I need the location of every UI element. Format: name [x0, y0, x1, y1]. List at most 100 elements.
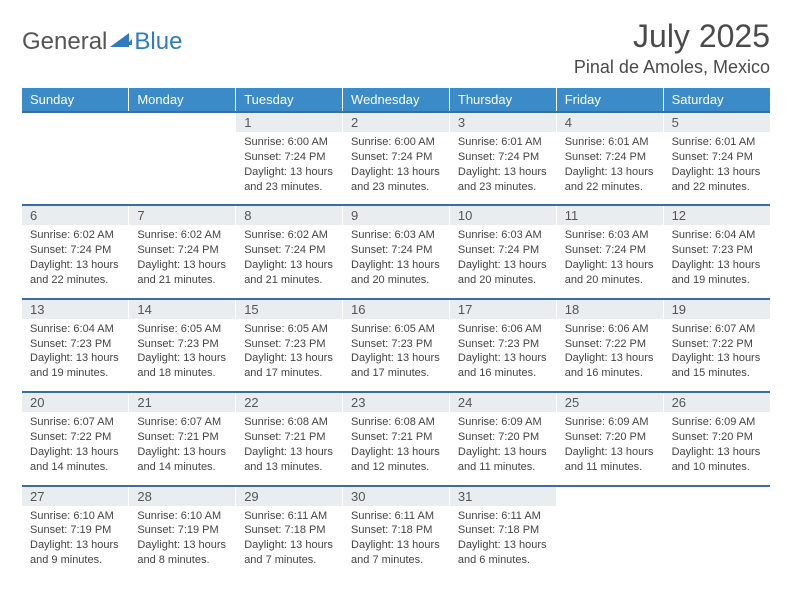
day-number-cell: 30 — [343, 486, 450, 506]
daylight-text-1: Daylight: 13 hours — [565, 351, 655, 366]
daylight-text-1: Daylight: 13 hours — [30, 258, 120, 273]
daylight-text-1: Daylight: 13 hours — [351, 351, 441, 366]
daylight-text-1: Daylight: 13 hours — [458, 445, 548, 460]
sunrise-text: Sunrise: 6:06 AM — [565, 322, 655, 337]
day-number-row: 13141516171819 — [22, 299, 770, 319]
sunset-text: Sunset: 7:24 PM — [244, 150, 334, 165]
daylight-text-1: Daylight: 13 hours — [351, 165, 441, 180]
daylight-text-2: and 15 minutes. — [672, 366, 762, 381]
daylight-text-1: Daylight: 13 hours — [672, 351, 762, 366]
calendar-table: SundayMondayTuesdayWednesdayThursdayFrid… — [22, 88, 770, 578]
sunset-text: Sunset: 7:23 PM — [351, 337, 441, 352]
day-content-cell: Sunrise: 6:09 AMSunset: 7:20 PMDaylight:… — [449, 412, 556, 485]
sunset-text: Sunset: 7:23 PM — [244, 337, 334, 352]
day-number-cell: 28 — [129, 486, 236, 506]
daylight-text-1: Daylight: 13 hours — [458, 351, 548, 366]
day-content-cell: Sunrise: 6:05 AMSunset: 7:23 PMDaylight:… — [343, 319, 450, 392]
weekday-header: Saturday — [663, 88, 770, 112]
day-number-cell: 19 — [663, 299, 770, 319]
day-number-row: 20212223242526 — [22, 392, 770, 412]
day-content-row: Sunrise: 6:02 AMSunset: 7:24 PMDaylight:… — [22, 225, 770, 298]
daylight-text-2: and 12 minutes. — [351, 460, 441, 475]
daylight-text-2: and 23 minutes. — [458, 180, 548, 195]
daylight-text-2: and 16 minutes. — [565, 366, 655, 381]
sunrise-text: Sunrise: 6:01 AM — [672, 135, 762, 150]
day-number-cell: 3 — [449, 112, 556, 132]
sunrise-text: Sunrise: 6:03 AM — [351, 228, 441, 243]
day-number-cell: 23 — [343, 392, 450, 412]
day-content-cell: Sunrise: 6:09 AMSunset: 7:20 PMDaylight:… — [556, 412, 663, 485]
day-number-cell — [663, 486, 770, 506]
logo: General Blue — [22, 28, 182, 56]
daylight-text-2: and 23 minutes. — [244, 180, 334, 195]
sunset-text: Sunset: 7:18 PM — [458, 523, 548, 538]
day-content-cell: Sunrise: 6:07 AMSunset: 7:22 PMDaylight:… — [22, 412, 129, 485]
sunrise-text: Sunrise: 6:08 AM — [351, 415, 441, 430]
sunrise-text: Sunrise: 6:09 AM — [565, 415, 655, 430]
sunrise-text: Sunrise: 6:07 AM — [672, 322, 762, 337]
sunset-text: Sunset: 7:24 PM — [137, 243, 227, 258]
daylight-text-2: and 6 minutes. — [458, 553, 548, 568]
sunset-text: Sunset: 7:22 PM — [672, 337, 762, 352]
daylight-text-1: Daylight: 13 hours — [244, 351, 334, 366]
day-number-cell: 8 — [236, 205, 343, 225]
daylight-text-1: Daylight: 13 hours — [244, 165, 334, 180]
day-number-row: 2728293031 — [22, 486, 770, 506]
sunset-text: Sunset: 7:18 PM — [351, 523, 441, 538]
daylight-text-1: Daylight: 13 hours — [351, 445, 441, 460]
daylight-text-2: and 19 minutes. — [30, 366, 120, 381]
daylight-text-1: Daylight: 13 hours — [137, 351, 227, 366]
day-number-cell: 22 — [236, 392, 343, 412]
sunrise-text: Sunrise: 6:07 AM — [30, 415, 120, 430]
sunrise-text: Sunrise: 6:03 AM — [565, 228, 655, 243]
day-content-cell: Sunrise: 6:03 AMSunset: 7:24 PMDaylight:… — [343, 225, 450, 298]
daylight-text-1: Daylight: 13 hours — [565, 445, 655, 460]
daylight-text-1: Daylight: 13 hours — [672, 445, 762, 460]
daylight-text-1: Daylight: 13 hours — [137, 538, 227, 553]
sunrise-text: Sunrise: 6:01 AM — [458, 135, 548, 150]
day-number-cell: 29 — [236, 486, 343, 506]
header: General Blue July 2025 Pinal de Amoles, … — [22, 18, 770, 78]
daylight-text-1: Daylight: 13 hours — [458, 538, 548, 553]
day-content-cell: Sunrise: 6:08 AMSunset: 7:21 PMDaylight:… — [236, 412, 343, 485]
sunrise-text: Sunrise: 6:07 AM — [137, 415, 227, 430]
sunset-text: Sunset: 7:20 PM — [672, 430, 762, 445]
sunrise-text: Sunrise: 6:04 AM — [672, 228, 762, 243]
day-number-cell: 9 — [343, 205, 450, 225]
daylight-text-2: and 19 minutes. — [672, 273, 762, 288]
day-content-cell: Sunrise: 6:00 AMSunset: 7:24 PMDaylight:… — [343, 132, 450, 205]
sunset-text: Sunset: 7:19 PM — [137, 523, 227, 538]
day-number-cell: 26 — [663, 392, 770, 412]
sunset-text: Sunset: 7:19 PM — [30, 523, 120, 538]
day-content-cell: Sunrise: 6:07 AMSunset: 7:22 PMDaylight:… — [663, 319, 770, 392]
daylight-text-2: and 21 minutes. — [244, 273, 334, 288]
daylight-text-2: and 20 minutes. — [565, 273, 655, 288]
day-number-cell: 1 — [236, 112, 343, 132]
daylight-text-2: and 22 minutes. — [30, 273, 120, 288]
sunrise-text: Sunrise: 6:08 AM — [244, 415, 334, 430]
sunset-text: Sunset: 7:24 PM — [458, 243, 548, 258]
daylight-text-2: and 11 minutes. — [458, 460, 548, 475]
sunset-text: Sunset: 7:23 PM — [30, 337, 120, 352]
daylight-text-1: Daylight: 13 hours — [672, 165, 762, 180]
sunrise-text: Sunrise: 6:02 AM — [244, 228, 334, 243]
daylight-text-1: Daylight: 13 hours — [565, 165, 655, 180]
day-content-cell: Sunrise: 6:01 AMSunset: 7:24 PMDaylight:… — [556, 132, 663, 205]
daylight-text-1: Daylight: 13 hours — [30, 538, 120, 553]
sunrise-text: Sunrise: 6:04 AM — [30, 322, 120, 337]
day-content-cell: Sunrise: 6:07 AMSunset: 7:21 PMDaylight:… — [129, 412, 236, 485]
daylight-text-1: Daylight: 13 hours — [30, 445, 120, 460]
weekday-header: Tuesday — [236, 88, 343, 112]
sunset-text: Sunset: 7:21 PM — [351, 430, 441, 445]
daylight-text-2: and 13 minutes. — [244, 460, 334, 475]
day-content-cell: Sunrise: 6:05 AMSunset: 7:23 PMDaylight:… — [129, 319, 236, 392]
sunrise-text: Sunrise: 6:10 AM — [137, 509, 227, 524]
day-number-cell: 17 — [449, 299, 556, 319]
day-content-cell — [556, 506, 663, 578]
daylight-text-1: Daylight: 13 hours — [244, 258, 334, 273]
day-content-cell: Sunrise: 6:05 AMSunset: 7:23 PMDaylight:… — [236, 319, 343, 392]
sunset-text: Sunset: 7:24 PM — [351, 150, 441, 165]
day-content-cell: Sunrise: 6:04 AMSunset: 7:23 PMDaylight:… — [663, 225, 770, 298]
sunset-text: Sunset: 7:24 PM — [30, 243, 120, 258]
daylight-text-2: and 21 minutes. — [137, 273, 227, 288]
